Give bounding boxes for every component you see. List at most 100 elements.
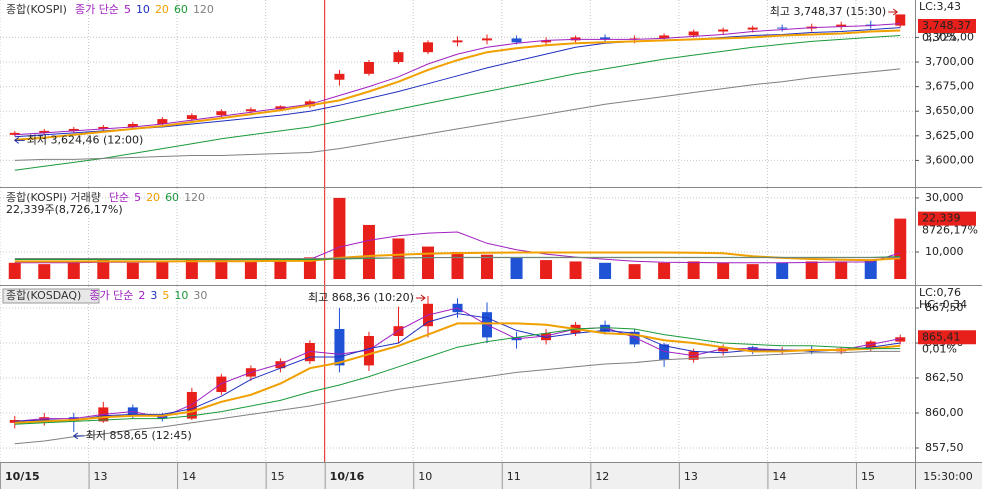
high-annotation: 최고 3,748,37 (15:30) bbox=[770, 5, 887, 18]
legend-item: 5 bbox=[162, 289, 169, 302]
last-price-label: 865,41 bbox=[922, 330, 961, 343]
candle-body bbox=[216, 111, 227, 116]
candle-body bbox=[777, 27, 788, 29]
volume-bar bbox=[215, 260, 228, 279]
y-tick-label: 3,675,00 bbox=[925, 80, 974, 93]
candle-body bbox=[836, 24, 847, 27]
change-label: 0,01% bbox=[922, 342, 957, 355]
candle-body bbox=[600, 37, 611, 40]
candle-body bbox=[334, 73, 345, 80]
candle-body bbox=[747, 27, 758, 30]
volume-bar bbox=[717, 262, 730, 279]
volume-bar bbox=[38, 264, 51, 279]
volume-bar bbox=[540, 260, 553, 279]
legend-title: 종합(KOSPI) 거래량 bbox=[6, 191, 101, 204]
high-arrow bbox=[888, 8, 899, 16]
candle-body bbox=[363, 62, 374, 74]
candle-body bbox=[186, 115, 197, 120]
y-tick-label: 3,650,00 bbox=[925, 104, 974, 117]
volume-bar bbox=[274, 260, 287, 279]
candle-body bbox=[68, 128, 79, 131]
moving-average-line bbox=[14, 68, 901, 161]
legend-item: 10 bbox=[174, 289, 188, 302]
x-tick-label: 13 bbox=[94, 470, 108, 483]
last-price-label: 3,748,37 bbox=[922, 19, 971, 32]
candle-body bbox=[511, 38, 522, 43]
x-tick-label: 15 bbox=[861, 470, 875, 483]
right-note: LC:0,76 bbox=[919, 286, 961, 299]
legend-item: 60 bbox=[165, 191, 179, 204]
legend-title: 종합(KOSDAQ) bbox=[6, 289, 81, 302]
volume-bar bbox=[746, 264, 759, 279]
volume-bar bbox=[894, 218, 907, 279]
legend-item: 5 bbox=[124, 3, 131, 16]
last-price-label: 22,339 bbox=[922, 212, 961, 225]
volume-bar bbox=[658, 262, 671, 279]
legend-title: 종합(KOSPI) bbox=[6, 3, 67, 16]
candle-body bbox=[659, 344, 670, 360]
candle-body bbox=[127, 124, 138, 127]
x-tick-label: 10/16 bbox=[330, 470, 365, 483]
legend-item: 20 bbox=[155, 3, 169, 16]
title-box bbox=[2, 288, 100, 304]
time-label: 15:30:00 bbox=[923, 470, 972, 483]
x-tick-label: 11 bbox=[507, 470, 521, 483]
moving-average-line bbox=[14, 256, 901, 259]
candle-body bbox=[541, 333, 552, 341]
low-arrow bbox=[13, 136, 25, 144]
candle-body bbox=[39, 130, 50, 133]
candle-body bbox=[541, 40, 552, 43]
moving-average-line bbox=[14, 23, 901, 136]
x-tick-label: 12 bbox=[595, 470, 609, 483]
moving-average-line bbox=[14, 35, 901, 171]
volume-bar bbox=[599, 262, 612, 279]
candle-body bbox=[452, 40, 463, 43]
candle-body bbox=[688, 31, 699, 36]
candle-body bbox=[570, 37, 581, 41]
volume-bar bbox=[451, 251, 464, 279]
candle-body bbox=[275, 361, 286, 369]
moving-average-line bbox=[14, 307, 901, 422]
candle-body bbox=[334, 329, 345, 366]
legend-item: 2 bbox=[138, 289, 145, 302]
volume-bar bbox=[835, 261, 848, 279]
right-note: HC:-0,34 bbox=[919, 298, 967, 311]
candle-body bbox=[393, 52, 404, 63]
candle-body bbox=[157, 119, 168, 125]
low-annotation: 최저 858,65 (12:45) bbox=[86, 429, 192, 442]
legend-item: 120 bbox=[193, 3, 214, 16]
volume-bar bbox=[421, 246, 434, 279]
moving-average-line bbox=[14, 322, 901, 424]
low-annotation: 최저 3,624,46 (12:00) bbox=[27, 133, 144, 146]
volume-bar bbox=[126, 262, 139, 279]
candle-body bbox=[245, 109, 256, 112]
candle-body bbox=[393, 326, 404, 336]
legend-ma-label: 종가 단순 bbox=[89, 289, 133, 302]
legend: 종합(KOSDAQ) 종가 단순 2 3 5 10 30 bbox=[6, 289, 207, 302]
change-label: 8726,17% bbox=[922, 224, 978, 237]
legend-item: 120 bbox=[184, 191, 205, 204]
change-label: 0,30% bbox=[922, 31, 957, 44]
volume-bar bbox=[805, 261, 818, 279]
legend-ma-label: 종가 단순 bbox=[75, 3, 119, 16]
y-tick-label: 3,600,00 bbox=[925, 153, 974, 166]
volume-bar bbox=[156, 261, 169, 279]
volume-bar bbox=[185, 258, 198, 279]
last-price-box bbox=[918, 211, 976, 226]
y-tick-label: 867,50 bbox=[925, 301, 964, 314]
volume-info: 22,339주(8,726,17%) bbox=[6, 203, 123, 216]
volume-bar bbox=[392, 238, 405, 279]
moving-average-line bbox=[14, 313, 901, 422]
y-tick-label: 30,000 bbox=[925, 191, 964, 204]
volume-bar bbox=[333, 197, 346, 279]
y-tick-label: 10,000 bbox=[925, 245, 964, 258]
volume-bar bbox=[303, 257, 316, 279]
volume-bar bbox=[864, 260, 877, 279]
last-price-box bbox=[918, 19, 976, 33]
legend-item: 60 bbox=[174, 3, 188, 16]
high-arrow bbox=[415, 294, 426, 302]
moving-average-line bbox=[14, 350, 901, 445]
y-tick-label: 857,50 bbox=[925, 441, 964, 454]
candle-body bbox=[718, 347, 729, 352]
